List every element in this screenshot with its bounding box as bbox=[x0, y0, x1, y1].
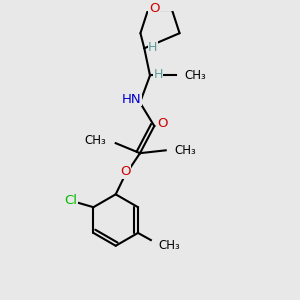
Text: H: H bbox=[148, 41, 158, 54]
Text: H: H bbox=[153, 68, 163, 80]
Text: O: O bbox=[157, 117, 167, 130]
Text: O: O bbox=[120, 165, 130, 178]
Text: CH₃: CH₃ bbox=[185, 69, 207, 82]
Text: CH₃: CH₃ bbox=[174, 144, 196, 157]
Text: Cl: Cl bbox=[64, 194, 78, 207]
Text: O: O bbox=[149, 2, 159, 15]
Text: HN: HN bbox=[122, 93, 142, 106]
Text: CH₃: CH₃ bbox=[85, 134, 106, 147]
Text: CH₃: CH₃ bbox=[158, 239, 180, 252]
